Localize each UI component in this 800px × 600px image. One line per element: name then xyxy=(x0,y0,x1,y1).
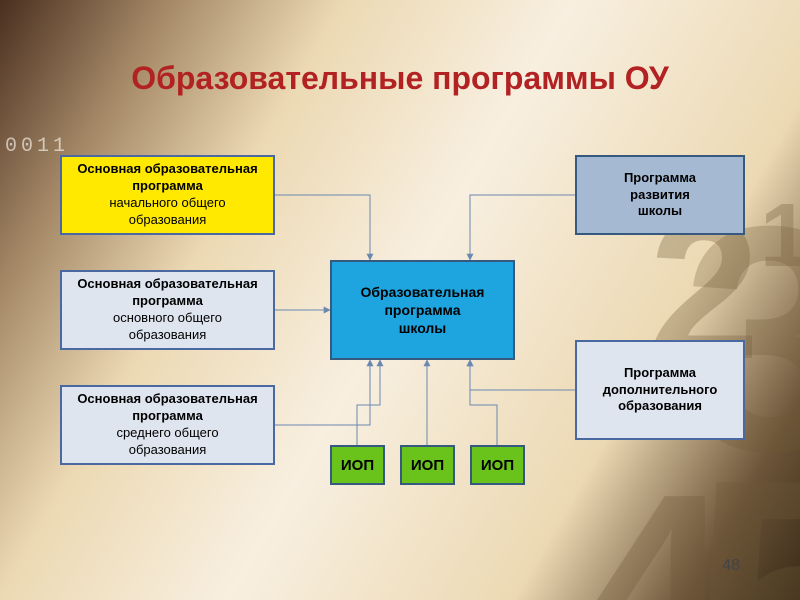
node-right2-line2: дополнительного xyxy=(603,382,718,399)
node-center: Образовательнаяпрограммашколы xyxy=(330,260,515,360)
node-iop3: ИОП xyxy=(470,445,525,485)
node-left3-line1: Основная образовательная xyxy=(77,391,257,408)
node-left1-line1: Основная образовательная xyxy=(77,161,257,178)
node-right2: Программадополнительногообразования xyxy=(575,340,745,440)
node-left1-line4: образования xyxy=(129,212,207,229)
node-left1-line3: начального общего xyxy=(109,195,225,212)
node-center-line3: школы xyxy=(399,319,447,337)
node-left2: Основная образовательнаяпрограммаосновно… xyxy=(60,270,275,350)
node-left2-line4: образования xyxy=(129,327,207,344)
node-left3-line4: образования xyxy=(129,442,207,459)
node-right2-line3: образования xyxy=(618,398,702,415)
node-left1: Основная образовательнаяпрограмманачальн… xyxy=(60,155,275,235)
node-iop1: ИОП xyxy=(330,445,385,485)
node-right1-line3: школы xyxy=(638,203,682,220)
node-center-line1: Образовательная xyxy=(361,283,485,301)
node-right1: Программаразвитияшколы xyxy=(575,155,745,235)
node-center-line2: программа xyxy=(384,301,460,319)
node-left2-line1: Основная образовательная xyxy=(77,276,257,293)
slide-title: Образовательные программы ОУ xyxy=(0,60,800,97)
node-left3-line2: программа xyxy=(132,408,203,425)
node-left3: Основная образовательнаяпрограммасреднег… xyxy=(60,385,275,465)
node-right2-line1: Программа xyxy=(624,365,696,382)
node-right1-line2: развития xyxy=(630,187,690,204)
node-left2-line2: программа xyxy=(132,293,203,310)
slide-number: 48 xyxy=(722,557,740,575)
node-left1-line2: программа xyxy=(132,178,203,195)
node-iop2: ИОП xyxy=(400,445,455,485)
node-left3-line3: среднего общего xyxy=(116,425,218,442)
node-left2-line3: основного общего xyxy=(113,310,222,327)
node-right1-line1: Программа xyxy=(624,170,696,187)
